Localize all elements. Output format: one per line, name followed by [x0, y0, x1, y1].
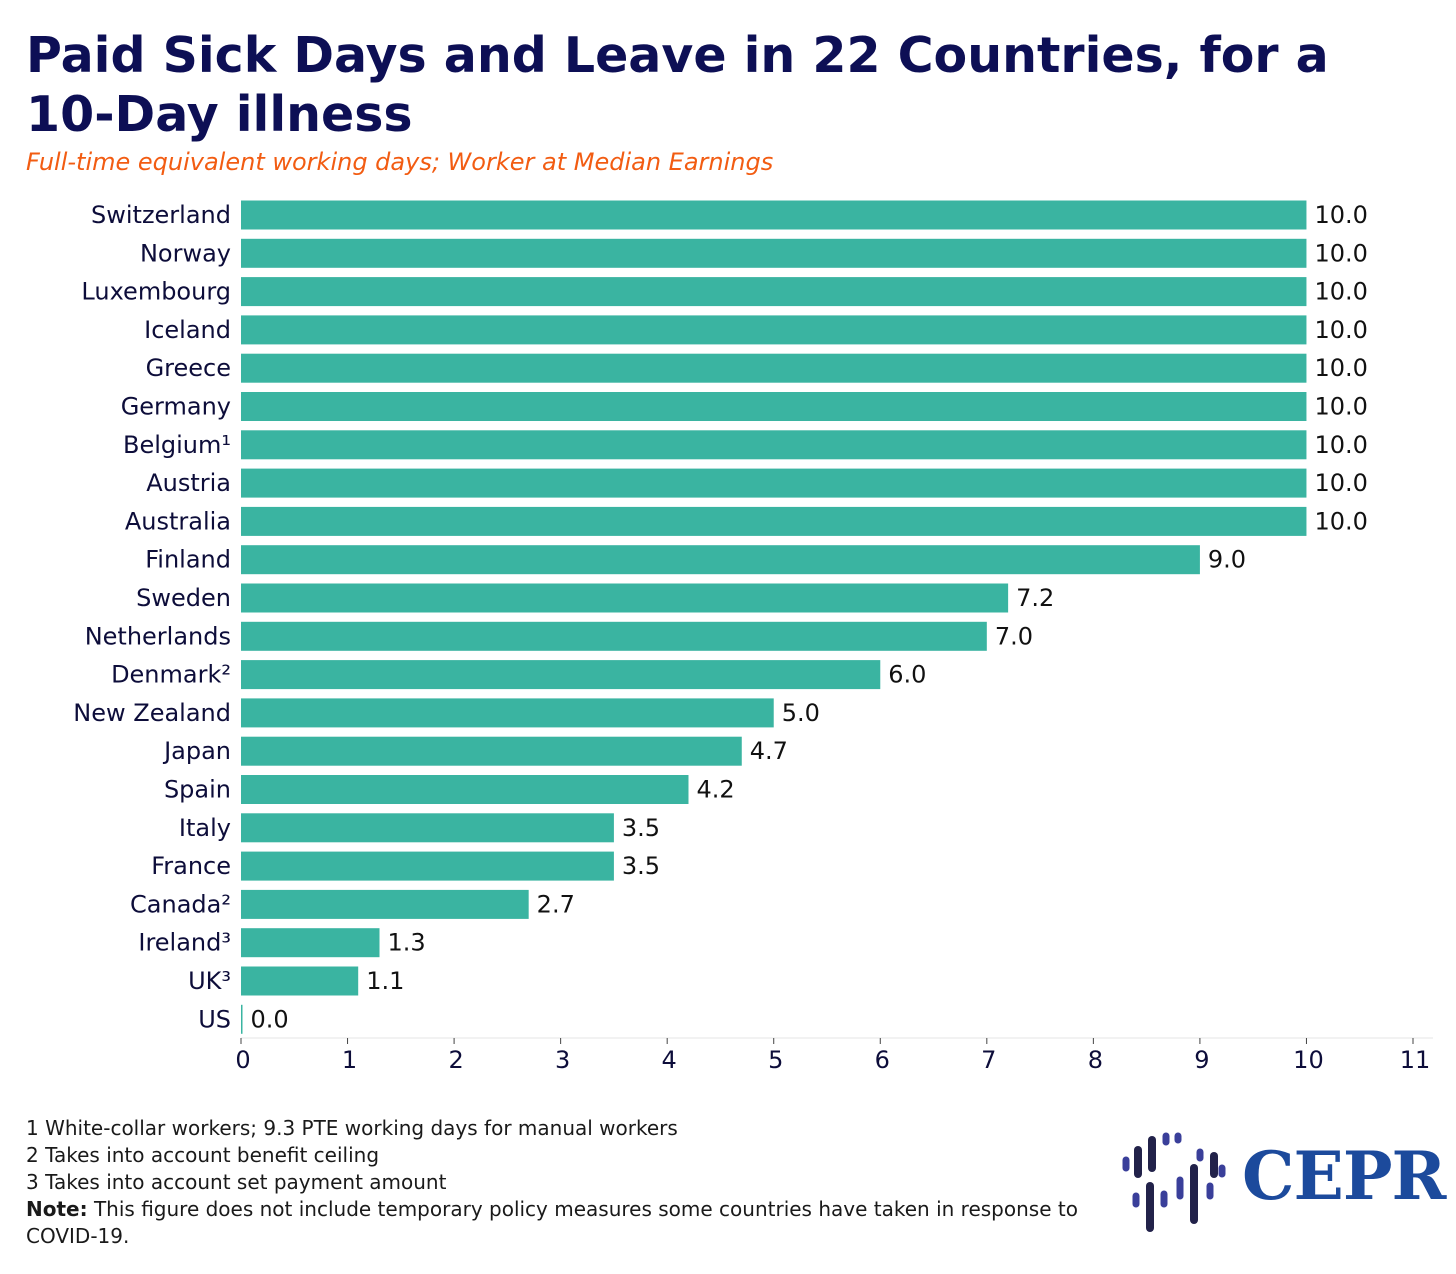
data-label: 2.7 [537, 890, 575, 918]
chart-title: Paid Sick Days and Leave in 22 Countries… [26, 27, 1329, 143]
bar [241, 545, 1200, 575]
x-tick-label: 9 [1194, 1046, 1209, 1074]
category-label: Belgium¹ [123, 431, 231, 459]
x-tick-label: 7 [981, 1046, 996, 1074]
category-label: Iceland [144, 316, 231, 344]
category-label: Canada² [130, 890, 231, 918]
category-label: France [151, 852, 231, 880]
data-label: 10.0 [1314, 239, 1367, 267]
bar [241, 392, 1307, 421]
data-label: 9.0 [1208, 546, 1246, 574]
category-label: Italy [179, 814, 231, 842]
data-label: 10.0 [1314, 431, 1367, 459]
data-label: 1.1 [366, 967, 404, 995]
category-label: Netherlands [85, 622, 231, 650]
data-label: 10.0 [1314, 507, 1367, 535]
x-tick-label: 5 [768, 1046, 783, 1074]
x-tick-label: 1 [342, 1046, 357, 1074]
x-tick-label: 4 [662, 1046, 677, 1074]
bar [241, 775, 689, 804]
note-text: This figure does not include temporary p… [26, 1197, 1078, 1248]
bar [241, 468, 1307, 498]
category-label: Finland [145, 546, 231, 574]
bar [241, 583, 1009, 613]
footnote-2: 2 Takes into account benefit ceiling [26, 1143, 380, 1167]
bar [241, 928, 380, 958]
bar [241, 889, 529, 919]
x-tick-label: 11 [1400, 1046, 1431, 1074]
x-tick-label: 8 [1088, 1046, 1103, 1074]
category-label: US [198, 1005, 231, 1033]
category-label: UK³ [188, 967, 231, 995]
category-label: Australia [125, 507, 231, 535]
category-label: Greece [146, 354, 231, 382]
data-label: 1.3 [388, 929, 426, 957]
data-label: 10.0 [1314, 278, 1367, 306]
bar [241, 277, 1307, 307]
data-label: 7.0 [995, 622, 1033, 650]
x-tick-label: 6 [875, 1046, 890, 1074]
data-label: 10.0 [1314, 201, 1367, 229]
footnote-1: 1 White-collar workers; 9.3 PTE working … [26, 1116, 678, 1140]
category-label: Spain [164, 776, 231, 804]
data-label: 10.0 [1314, 393, 1367, 421]
category-label: Japan [162, 737, 231, 765]
category-label: Ireland³ [138, 929, 231, 957]
data-label: 3.5 [622, 814, 660, 842]
footnote-3: 3 Takes into account set payment amount [26, 1170, 447, 1194]
category-label: Norway [140, 239, 231, 267]
bar [241, 430, 1307, 460]
bar [241, 736, 742, 766]
x-tick-label: 10 [1293, 1046, 1324, 1074]
category-label: New Zealand [73, 699, 231, 727]
data-label: 10.0 [1314, 316, 1367, 344]
data-label: 0.0 [251, 1005, 289, 1033]
data-label: 10.0 [1314, 469, 1367, 497]
category-label: Austria [146, 469, 231, 497]
category-label: Denmark² [111, 661, 231, 689]
cepr-logo-mark-icon [1122, 1132, 1226, 1232]
covid-note: Note: This figure does not include tempo… [26, 1196, 1086, 1250]
data-label: 3.5 [622, 852, 660, 880]
x-tick-label: 0 [235, 1046, 250, 1074]
bar [241, 660, 881, 690]
data-label: 6.0 [888, 661, 926, 689]
bar [241, 353, 1307, 383]
data-label: 4.7 [750, 737, 788, 765]
data-label: 10.0 [1314, 354, 1367, 382]
bar [241, 621, 987, 651]
bar [241, 698, 774, 728]
bar [241, 506, 1307, 536]
cepr-logo: CEPR [1118, 1128, 1446, 1238]
chart-subtitle: Full-time equivalent working days; Worke… [26, 148, 774, 176]
bar [241, 315, 1307, 345]
x-tick-label: 3 [555, 1046, 570, 1074]
data-label: 7.2 [1016, 584, 1054, 612]
category-label: Switzerland [91, 201, 231, 229]
category-label: Sweden [136, 584, 231, 612]
cepr-logo-text: CEPR [1242, 1137, 1446, 1215]
x-tick-label: 2 [448, 1046, 463, 1074]
bar [241, 851, 614, 881]
footnotes: 1 White-collar workers; 9.3 PTE working … [26, 1115, 1086, 1250]
bar [241, 966, 359, 996]
bar [241, 813, 614, 843]
bar [241, 1004, 243, 1034]
data-label: 4.2 [696, 776, 734, 804]
data-label: 5.0 [782, 699, 820, 727]
category-label: Germany [121, 393, 231, 421]
bar [241, 200, 1307, 230]
note-label: Note: [26, 1197, 88, 1221]
category-label: Luxembourg [81, 278, 231, 306]
bar [241, 238, 1307, 268]
